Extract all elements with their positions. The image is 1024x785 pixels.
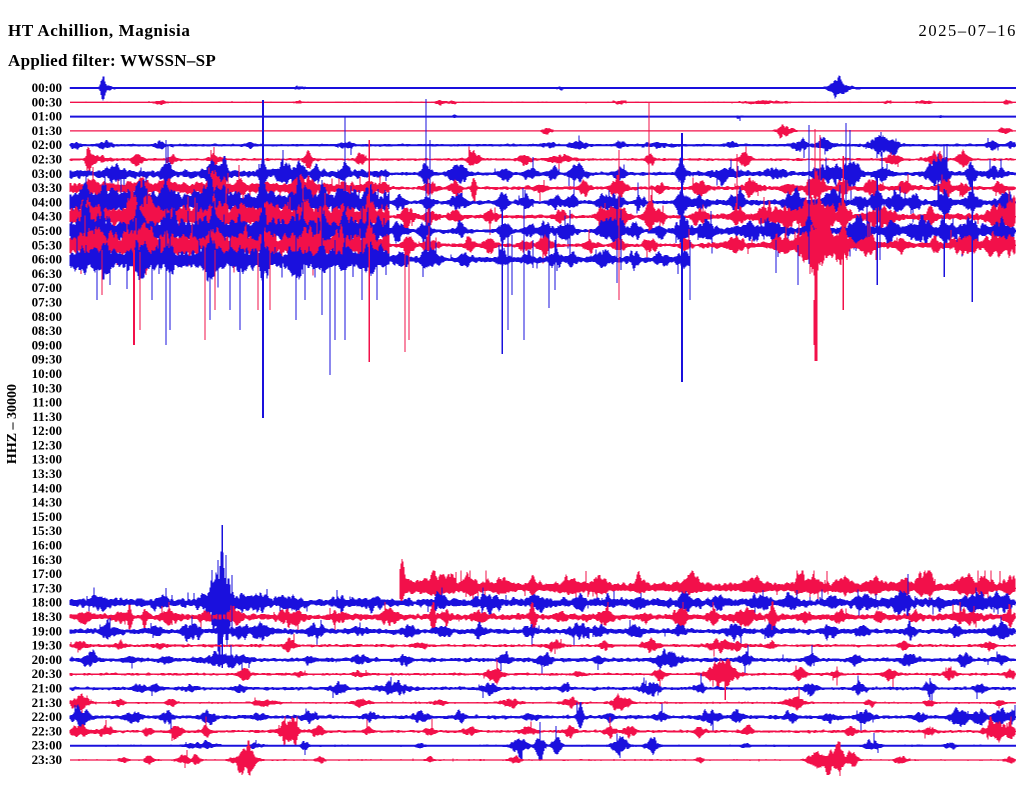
- svg-text:11:00: 11:00: [32, 395, 62, 410]
- svg-text:10:30: 10:30: [32, 380, 62, 395]
- svg-text:00:30: 00:30: [32, 94, 62, 109]
- svg-text:04:00: 04:00: [32, 194, 62, 209]
- svg-text:22:00: 22:00: [32, 709, 62, 724]
- svg-text:06:00: 06:00: [32, 252, 62, 267]
- svg-text:00:00: 00:00: [32, 80, 62, 95]
- svg-text:11:30: 11:30: [32, 409, 62, 424]
- svg-text:20:00: 20:00: [32, 652, 62, 667]
- svg-text:18:30: 18:30: [32, 609, 62, 624]
- svg-text:02:00: 02:00: [32, 137, 62, 152]
- svg-text:03:00: 03:00: [32, 166, 62, 181]
- svg-text:19:30: 19:30: [32, 638, 62, 653]
- svg-text:15:30: 15:30: [32, 523, 62, 538]
- svg-text:12:00: 12:00: [32, 423, 62, 438]
- svg-text:01:00: 01:00: [32, 109, 62, 124]
- svg-text:03:30: 03:30: [32, 180, 62, 195]
- svg-text:12:30: 12:30: [32, 437, 62, 452]
- svg-text:HHZ – 30000: HHZ – 30000: [5, 384, 20, 464]
- svg-text:08:00: 08:00: [32, 309, 62, 324]
- svg-text:14:30: 14:30: [32, 495, 62, 510]
- svg-text:13:30: 13:30: [32, 466, 62, 481]
- svg-text:21:00: 21:00: [32, 681, 62, 696]
- svg-text:06:30: 06:30: [32, 266, 62, 281]
- svg-text:16:00: 16:00: [32, 538, 62, 553]
- svg-text:05:00: 05:00: [32, 223, 62, 238]
- svg-text:22:30: 22:30: [32, 723, 62, 738]
- svg-text:02:30: 02:30: [32, 152, 62, 167]
- svg-text:15:00: 15:00: [32, 509, 62, 524]
- svg-text:09:00: 09:00: [32, 337, 62, 352]
- svg-text:2025–07–16: 2025–07–16: [919, 21, 1018, 40]
- svg-text:Applied filter: WWSSN–SP: Applied filter: WWSSN–SP: [8, 51, 216, 70]
- svg-text:19:00: 19:00: [32, 623, 62, 638]
- svg-text:HT Achillion, Magnisia: HT Achillion, Magnisia: [8, 21, 190, 40]
- svg-text:18:00: 18:00: [32, 595, 62, 610]
- svg-text:23:30: 23:30: [32, 752, 62, 767]
- svg-text:08:30: 08:30: [32, 323, 62, 338]
- svg-text:09:30: 09:30: [32, 352, 62, 367]
- svg-text:21:30: 21:30: [32, 695, 62, 710]
- svg-text:01:30: 01:30: [32, 123, 62, 138]
- svg-text:23:00: 23:00: [32, 738, 62, 753]
- svg-text:17:30: 17:30: [32, 580, 62, 595]
- svg-text:14:00: 14:00: [32, 480, 62, 495]
- svg-text:17:00: 17:00: [32, 566, 62, 581]
- svg-text:05:30: 05:30: [32, 237, 62, 252]
- svg-text:20:30: 20:30: [32, 666, 62, 681]
- svg-text:07:00: 07:00: [32, 280, 62, 295]
- svg-text:13:00: 13:00: [32, 452, 62, 467]
- svg-text:04:30: 04:30: [32, 209, 62, 224]
- svg-text:10:00: 10:00: [32, 366, 62, 381]
- svg-text:16:30: 16:30: [32, 552, 62, 567]
- svg-text:07:30: 07:30: [32, 295, 62, 310]
